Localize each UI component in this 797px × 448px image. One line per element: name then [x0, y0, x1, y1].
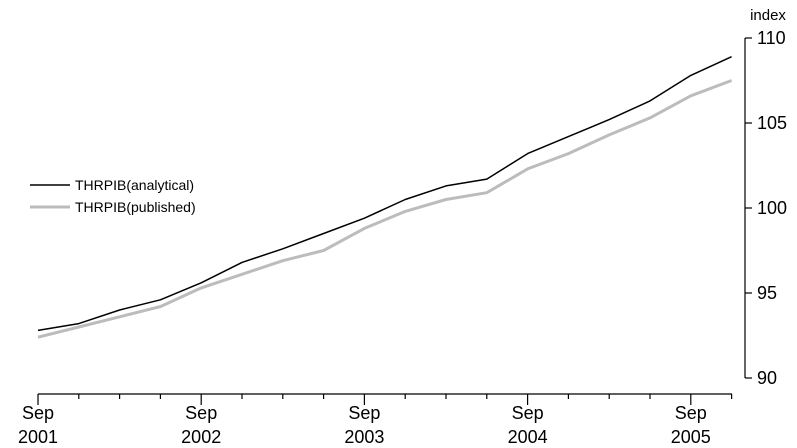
y-tick-label-110: 110	[757, 28, 786, 48]
x-axis: Sep 2001 Sep 2002 Sep 2003 Sep 2004 Sep 2005	[18, 393, 733, 447]
x-tick-label-year-2005: 2005	[671, 427, 711, 447]
x-tick-label-year-2004: 2004	[508, 427, 548, 447]
x-tick-label-month-2005: Sep	[675, 403, 707, 423]
x-tick-label-month-2004: Sep	[512, 403, 544, 423]
y-tick-label-90: 90	[757, 368, 777, 388]
x-tick-label-month-2002: Sep	[185, 403, 217, 423]
x-tick-label-month-2001: Sep	[22, 403, 54, 423]
x-tick-label-month-2003: Sep	[348, 403, 380, 423]
x-tick-label-year-2003: 2003	[344, 427, 384, 447]
x-tick-label-year-2001: 2001	[18, 427, 58, 447]
legend-label-analytical: THRPIB(analytical)	[75, 177, 194, 193]
y-axis-unit-label: index	[750, 7, 786, 24]
series-line-published	[37, 79, 733, 339]
series-lines	[37, 56, 733, 339]
y-axis: index 90 95 100 105 110	[744, 7, 787, 388]
legend-label-published: THRPIB(published)	[75, 199, 196, 215]
y-tick-label-105: 105	[757, 113, 787, 133]
y-tick-label-95: 95	[757, 283, 777, 303]
y-tick-label-100: 100	[757, 198, 787, 218]
x-tick-label-year-2002: 2002	[181, 427, 221, 447]
series-line-analytical	[37, 56, 732, 332]
legend: THRPIB(analytical) THRPIB(published)	[30, 177, 196, 215]
